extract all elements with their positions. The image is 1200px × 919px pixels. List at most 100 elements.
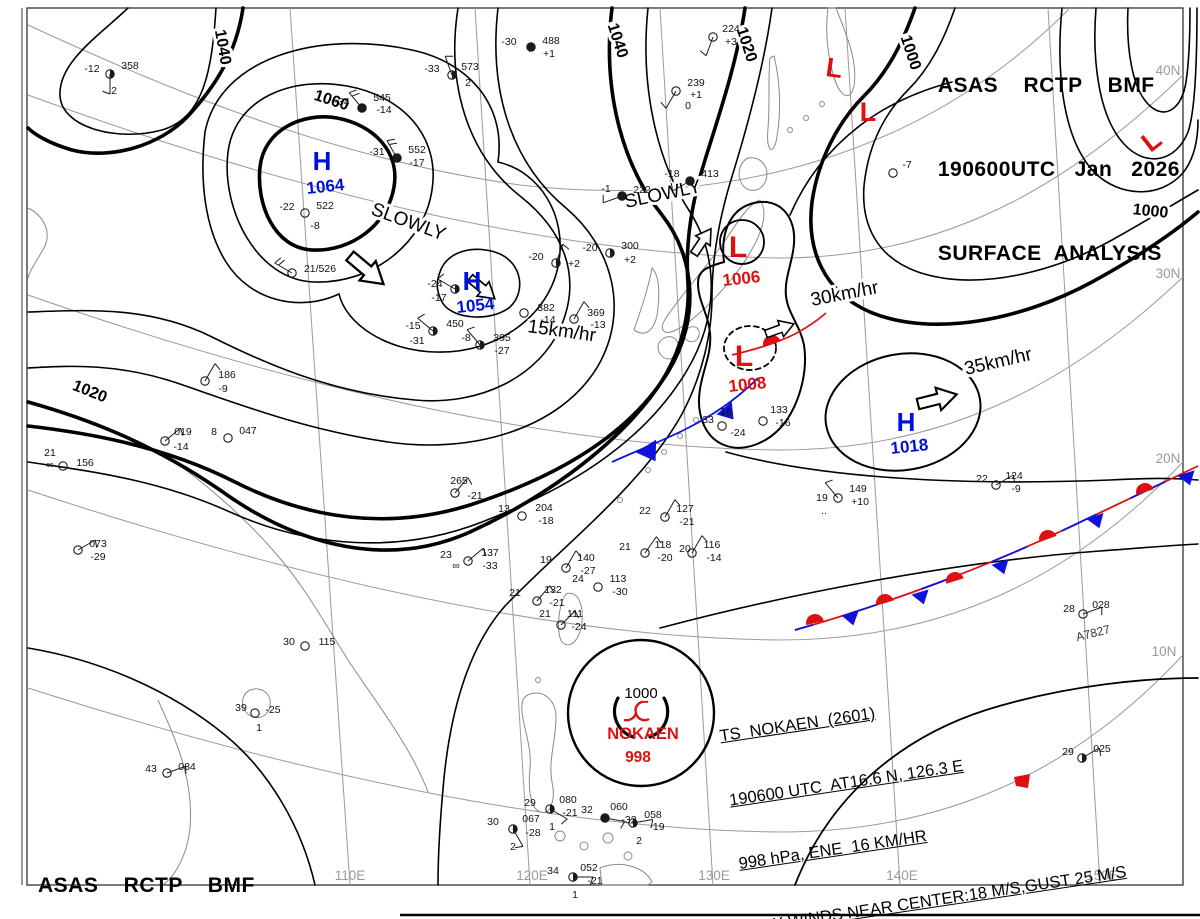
coast-left-edge [27, 207, 48, 279]
station-circle [250, 708, 260, 718]
station-plot: 265-21 [450, 475, 483, 502]
station-value: 118 [655, 539, 672, 551]
station-value: 052 [580, 862, 598, 874]
station-value: 137 [481, 547, 499, 559]
station-value: 19 [540, 554, 552, 566]
isobar-line [226, 82, 434, 283]
wind-barb-tick [699, 50, 707, 57]
cold-front-symbol [991, 559, 1009, 575]
pressure-center-value: 1064 [306, 175, 346, 198]
station-value: -20 [657, 552, 672, 564]
cold-front-line [611, 377, 759, 463]
isobar-line [59, 7, 217, 136]
pressure-center-value: 1008 [728, 373, 768, 396]
latitude-label: 10N [1152, 644, 1177, 659]
pressure-center-letter: H [897, 407, 916, 437]
station-value: 16 [720, 406, 732, 418]
station-value: -20 [528, 251, 543, 263]
stationary-front-line-cold [794, 465, 1199, 631]
low-mark: L [824, 52, 845, 84]
warm-front-symbol [806, 614, 824, 626]
wind-barb-tick [278, 259, 285, 266]
station-value: -31 [369, 146, 384, 158]
station-plot: 369-13 [569, 301, 606, 331]
wind-barb-tick [351, 92, 360, 97]
station-value: 13 [498, 503, 510, 515]
wind-barb-tick [466, 326, 475, 331]
storm-name-label: NOKAEN [607, 725, 679, 743]
station-value: 111 [567, 608, 583, 620]
pressure-center-letter: H [313, 146, 332, 176]
station-circle-half [110, 69, 115, 79]
isobar-line [27, 7, 713, 544]
station-value: -8 [461, 332, 470, 344]
station-value: +2 [568, 258, 580, 270]
station-circle [463, 556, 473, 566]
station-plot: 116-14 [687, 535, 722, 564]
station-value: -9 [218, 383, 227, 395]
stationary-front-warm-symbols [806, 483, 1154, 626]
station-value: +2 [624, 254, 636, 266]
wind-barb-shaft [77, 539, 96, 551]
station-value: 124 [1005, 470, 1023, 482]
station-value: 060 [610, 801, 628, 813]
station-circle-half [433, 326, 438, 336]
station-plot: -33 573 2 [424, 55, 479, 89]
wind-barb-tick [824, 479, 833, 484]
longitude-label: 140E [886, 868, 918, 883]
station-plot: 111-24 21 [539, 608, 587, 633]
wind-barb-shaft [437, 278, 456, 290]
isobar-line-1000 [809, 6, 1200, 327]
coast-luzon [521, 692, 557, 814]
station-circle [640, 548, 650, 558]
isobar-line [437, 7, 773, 886]
storm-info-line: 998 hPa, ENE 16 KM/HR [737, 827, 928, 873]
wind-barb-shaft [691, 535, 703, 554]
title-block-top-right: ASAS RCTP BMF 190600UTC Jan 2026 SURFACE… [938, 16, 1180, 296]
station-value: 265 [450, 475, 468, 487]
low-mark: L [860, 97, 877, 127]
stationary-front-cold-symbols [841, 470, 1195, 626]
station-value: -33 [482, 560, 497, 572]
station-value: 127 [676, 503, 694, 515]
station-circle [200, 376, 210, 386]
isobar-line [27, 647, 316, 886]
wind-barb-tick [674, 499, 681, 507]
pressure-center-letter: H [463, 266, 482, 296]
station-plot: 156 ∞21 [44, 447, 94, 471]
station-plot: -24-17 [427, 273, 460, 304]
station-circle [160, 436, 170, 446]
movement-arrow [466, 273, 496, 300]
station-value: 0 [685, 100, 691, 112]
latitude-label: 20N [1156, 451, 1181, 466]
station-plot: -20 300 +2 [582, 240, 639, 266]
wind-barb-tick [575, 550, 582, 558]
meridian-120e [474, 7, 531, 886]
station-plot: -20 +2 [528, 243, 580, 270]
station-plot: -18 413 [664, 168, 719, 192]
isobar-label: 1000 [897, 33, 924, 72]
isobar-line [725, 451, 1199, 483]
station-circle [617, 191, 627, 201]
station-plot: -7 [888, 159, 912, 178]
station-value: -14 [540, 314, 555, 326]
storm-pressure-label: 998 [625, 749, 651, 766]
station-value: 24 [572, 573, 584, 585]
warm-front-symbol [946, 572, 964, 584]
wind-barb-tick [701, 535, 708, 543]
station-value: -21 [562, 807, 577, 819]
station-circle [556, 620, 566, 630]
station-plot: 382-14 [519, 302, 556, 326]
station-plot: -8 395-27 [461, 326, 511, 357]
wind-barb-shaft [164, 427, 181, 442]
isobar-label: 1020 [70, 377, 109, 406]
station-plot: 39 -251 [235, 702, 281, 734]
station-value: 300 [621, 240, 639, 252]
wind-barb-shaft [1082, 606, 1102, 615]
storm-isobar-label: 1000 [624, 685, 657, 702]
station-plot: 22 127-21 [639, 499, 695, 528]
station-value: +1 [543, 48, 555, 60]
coast-taiwan [558, 592, 583, 646]
wind-barb-tick [94, 539, 98, 548]
